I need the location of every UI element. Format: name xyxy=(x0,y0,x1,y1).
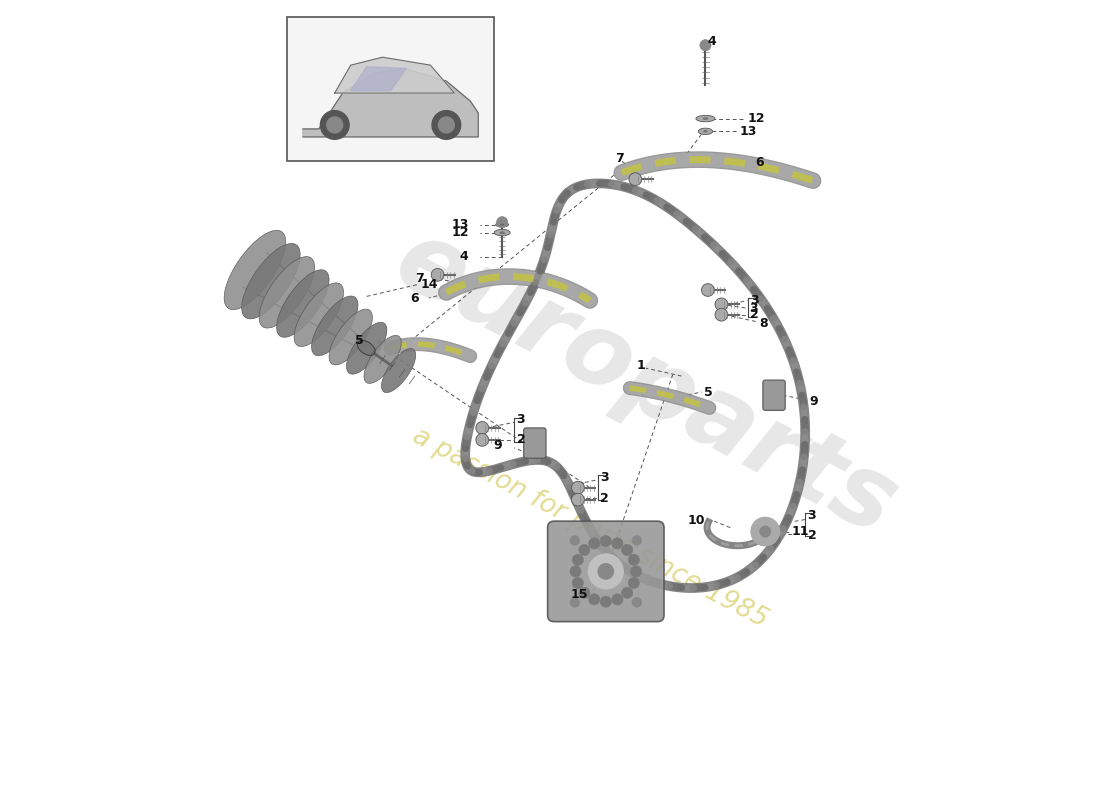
Ellipse shape xyxy=(294,283,343,346)
Text: 1: 1 xyxy=(637,359,646,372)
Text: 3: 3 xyxy=(749,302,758,315)
Text: 2: 2 xyxy=(750,308,759,321)
Text: 6: 6 xyxy=(756,156,764,169)
Text: 6: 6 xyxy=(410,292,418,306)
Circle shape xyxy=(612,594,623,605)
Circle shape xyxy=(751,517,780,546)
Circle shape xyxy=(579,545,590,555)
Ellipse shape xyxy=(494,230,510,236)
Ellipse shape xyxy=(242,243,300,319)
Circle shape xyxy=(496,217,508,228)
Ellipse shape xyxy=(276,270,329,338)
Circle shape xyxy=(632,536,641,545)
Text: 8: 8 xyxy=(760,317,768,330)
Circle shape xyxy=(588,554,624,589)
Circle shape xyxy=(628,554,639,566)
Circle shape xyxy=(629,173,641,186)
Circle shape xyxy=(476,434,488,446)
Circle shape xyxy=(570,566,581,577)
Ellipse shape xyxy=(500,232,504,234)
Circle shape xyxy=(570,598,580,607)
Circle shape xyxy=(579,587,590,598)
Polygon shape xyxy=(334,57,454,93)
Circle shape xyxy=(572,494,584,506)
Text: 15: 15 xyxy=(571,588,588,601)
Circle shape xyxy=(597,563,614,579)
Circle shape xyxy=(572,554,583,566)
Circle shape xyxy=(588,538,600,549)
Ellipse shape xyxy=(224,230,286,310)
Circle shape xyxy=(327,117,343,133)
Circle shape xyxy=(320,110,349,139)
Circle shape xyxy=(601,535,612,546)
Circle shape xyxy=(601,596,612,607)
Text: 4: 4 xyxy=(708,34,716,48)
Text: 11: 11 xyxy=(792,525,810,538)
Ellipse shape xyxy=(698,128,713,134)
Text: 14: 14 xyxy=(421,278,438,291)
FancyBboxPatch shape xyxy=(763,380,785,410)
Text: 3: 3 xyxy=(601,471,608,484)
Text: 5: 5 xyxy=(704,386,713,398)
Text: 13: 13 xyxy=(739,125,757,138)
Circle shape xyxy=(702,284,714,296)
FancyBboxPatch shape xyxy=(524,428,546,458)
Ellipse shape xyxy=(329,309,373,365)
Text: 9: 9 xyxy=(494,439,503,452)
Circle shape xyxy=(632,598,641,607)
Text: 5: 5 xyxy=(355,334,364,346)
Circle shape xyxy=(630,566,641,577)
Text: 3: 3 xyxy=(517,414,525,426)
Circle shape xyxy=(439,117,454,133)
Circle shape xyxy=(621,545,632,555)
Text: a passion for parts since 1985: a passion for parts since 1985 xyxy=(408,422,772,633)
Circle shape xyxy=(588,594,600,605)
Ellipse shape xyxy=(496,222,508,227)
Ellipse shape xyxy=(358,341,375,355)
Ellipse shape xyxy=(500,224,504,226)
Text: 3: 3 xyxy=(750,294,759,307)
Circle shape xyxy=(760,526,771,537)
Ellipse shape xyxy=(346,322,387,374)
Text: 13: 13 xyxy=(451,218,469,231)
Polygon shape xyxy=(302,69,478,137)
Text: 12: 12 xyxy=(748,112,766,125)
Ellipse shape xyxy=(311,296,358,356)
Text: 7: 7 xyxy=(615,152,624,165)
Text: 9: 9 xyxy=(810,395,817,408)
Circle shape xyxy=(628,578,639,589)
Circle shape xyxy=(612,538,623,549)
Ellipse shape xyxy=(703,118,708,119)
Text: 4: 4 xyxy=(460,250,469,263)
Ellipse shape xyxy=(696,115,715,122)
Ellipse shape xyxy=(704,130,707,132)
Ellipse shape xyxy=(260,257,315,328)
Text: europarts: europarts xyxy=(378,211,913,557)
Text: 2: 2 xyxy=(601,491,609,505)
Bar xyxy=(287,18,494,161)
Ellipse shape xyxy=(364,335,402,383)
Circle shape xyxy=(572,578,583,589)
Circle shape xyxy=(715,298,728,310)
Text: 2: 2 xyxy=(807,529,816,542)
Text: 3: 3 xyxy=(807,509,816,522)
Circle shape xyxy=(476,422,488,434)
Ellipse shape xyxy=(382,349,416,393)
Text: 12: 12 xyxy=(451,226,469,239)
Circle shape xyxy=(700,40,711,51)
Polygon shape xyxy=(351,66,407,90)
Circle shape xyxy=(431,269,444,282)
Circle shape xyxy=(621,587,632,598)
Text: 10: 10 xyxy=(688,514,705,527)
Circle shape xyxy=(572,482,584,494)
FancyBboxPatch shape xyxy=(548,521,664,622)
Text: 2: 2 xyxy=(517,434,526,446)
Circle shape xyxy=(715,308,728,321)
Text: 7: 7 xyxy=(416,272,424,286)
Circle shape xyxy=(432,110,461,139)
Circle shape xyxy=(570,536,580,545)
